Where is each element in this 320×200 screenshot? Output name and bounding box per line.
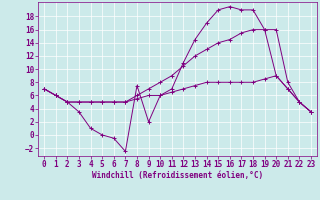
X-axis label: Windchill (Refroidissement éolien,°C): Windchill (Refroidissement éolien,°C) [92, 171, 263, 180]
